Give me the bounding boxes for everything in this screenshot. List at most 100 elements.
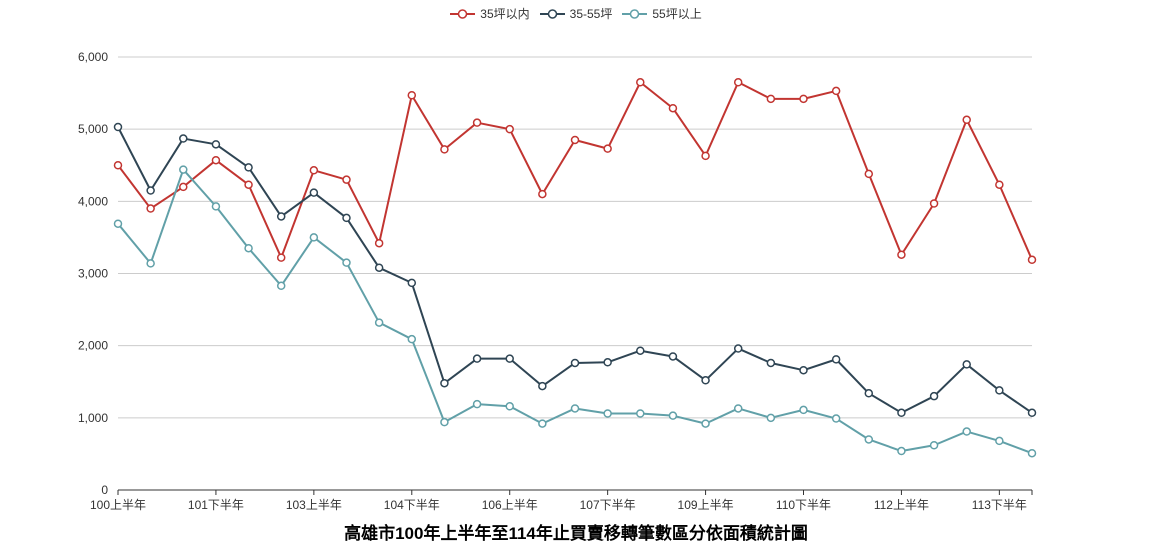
data-point xyxy=(374,263,384,272)
data-point xyxy=(179,182,188,192)
data-point xyxy=(668,352,678,361)
data-point xyxy=(1027,255,1037,265)
data-point xyxy=(603,144,612,153)
data-point xyxy=(603,409,612,418)
data-point xyxy=(570,135,580,145)
chart-legend: 35坪以内 35-55坪 55坪以上 xyxy=(0,7,1152,21)
data-point xyxy=(636,78,645,87)
x-axis-label: 100上半年 xyxy=(90,498,146,512)
data-point xyxy=(309,233,319,242)
data-point xyxy=(897,250,906,259)
x-axis-label: 110下半年 xyxy=(776,498,831,512)
data-point xyxy=(831,414,841,423)
data-point xyxy=(897,446,906,456)
data-point xyxy=(864,435,874,444)
legend-label: 35-55坪 xyxy=(569,7,613,21)
data-point xyxy=(440,378,449,388)
data-point xyxy=(179,165,188,174)
data-point xyxy=(733,78,743,87)
data-point xyxy=(146,186,155,195)
data-point xyxy=(276,212,286,221)
x-axis-label: 107下半年 xyxy=(580,498,636,512)
y-axis-label: 0 xyxy=(101,483,108,497)
x-axis-label: 113下半年 xyxy=(972,498,1027,512)
data-point xyxy=(831,355,841,364)
data-point xyxy=(505,124,514,134)
data-point xyxy=(701,376,710,385)
data-point xyxy=(179,134,188,143)
data-point xyxy=(897,408,906,418)
data-point xyxy=(570,358,580,368)
data-point xyxy=(962,427,971,436)
series-line-1 xyxy=(117,126,1033,414)
data-point xyxy=(276,253,286,262)
legend-line-marker-icon xyxy=(622,9,648,19)
data-point xyxy=(733,404,743,413)
x-axis-label: 112上半年 xyxy=(874,498,929,512)
legend-line-marker-icon xyxy=(450,9,476,19)
data-point xyxy=(1027,408,1037,418)
data-point xyxy=(636,346,645,355)
data-point xyxy=(407,334,417,344)
x-axis-label: 103上半年 xyxy=(286,498,342,512)
data-point xyxy=(636,409,645,418)
x-axis-label: 109上半年 xyxy=(678,498,734,512)
data-point xyxy=(799,405,808,415)
legend-item-35-55ping[interactable]: 35-55坪 xyxy=(539,7,613,21)
data-point xyxy=(146,259,155,268)
data-point xyxy=(1027,448,1037,458)
data-point xyxy=(211,155,221,165)
legend-item-over-55ping[interactable]: 55坪以上 xyxy=(622,7,702,21)
y-axis-label: 4,000 xyxy=(78,194,108,208)
data-point xyxy=(668,103,678,113)
data-point xyxy=(766,94,776,104)
data-point xyxy=(538,381,547,391)
data-point xyxy=(929,391,939,401)
data-point xyxy=(374,318,384,327)
x-axis-label: 101下半年 xyxy=(188,498,244,512)
data-point xyxy=(864,169,874,179)
y-axis-label: 2,000 xyxy=(78,339,108,353)
data-point xyxy=(342,258,351,267)
data-point xyxy=(276,281,286,291)
data-point xyxy=(831,86,841,96)
data-point xyxy=(864,389,874,398)
data-point xyxy=(472,354,482,363)
data-point xyxy=(472,399,482,409)
data-point xyxy=(995,386,1004,395)
y-axis-label: 5,000 xyxy=(78,122,108,136)
data-point xyxy=(342,213,351,223)
data-point xyxy=(701,151,710,161)
data-point xyxy=(505,354,514,363)
data-point xyxy=(570,404,580,413)
data-point xyxy=(342,175,351,184)
legend-item-under-35ping[interactable]: 35坪以内 xyxy=(450,7,530,21)
data-point xyxy=(733,344,743,353)
data-point xyxy=(701,419,710,428)
data-point xyxy=(995,180,1004,189)
legend-label: 35坪以内 xyxy=(480,7,530,21)
data-point xyxy=(407,278,417,288)
legend-line-marker-icon xyxy=(539,9,565,19)
data-point xyxy=(929,441,939,450)
x-axis-label: 106上半年 xyxy=(482,498,538,512)
data-point xyxy=(472,118,482,127)
y-axis-label: 3,000 xyxy=(78,267,108,281)
data-point xyxy=(113,219,123,228)
data-point xyxy=(962,360,971,369)
data-point xyxy=(799,94,808,104)
data-point xyxy=(995,436,1004,446)
data-point xyxy=(407,90,417,100)
chart-title: 高雄市100年上半年至114年止買賣移轉筆數區分依面積統計圖 xyxy=(344,524,808,543)
data-point xyxy=(538,419,547,428)
x-axis-label: 104下半年 xyxy=(384,498,440,512)
data-point xyxy=(211,202,221,211)
data-point xyxy=(309,188,319,197)
y-axis-label: 6,000 xyxy=(78,50,108,64)
data-point xyxy=(244,243,253,253)
data-point xyxy=(538,189,547,199)
data-point xyxy=(505,402,514,411)
data-point xyxy=(244,163,253,172)
data-point xyxy=(962,115,971,125)
